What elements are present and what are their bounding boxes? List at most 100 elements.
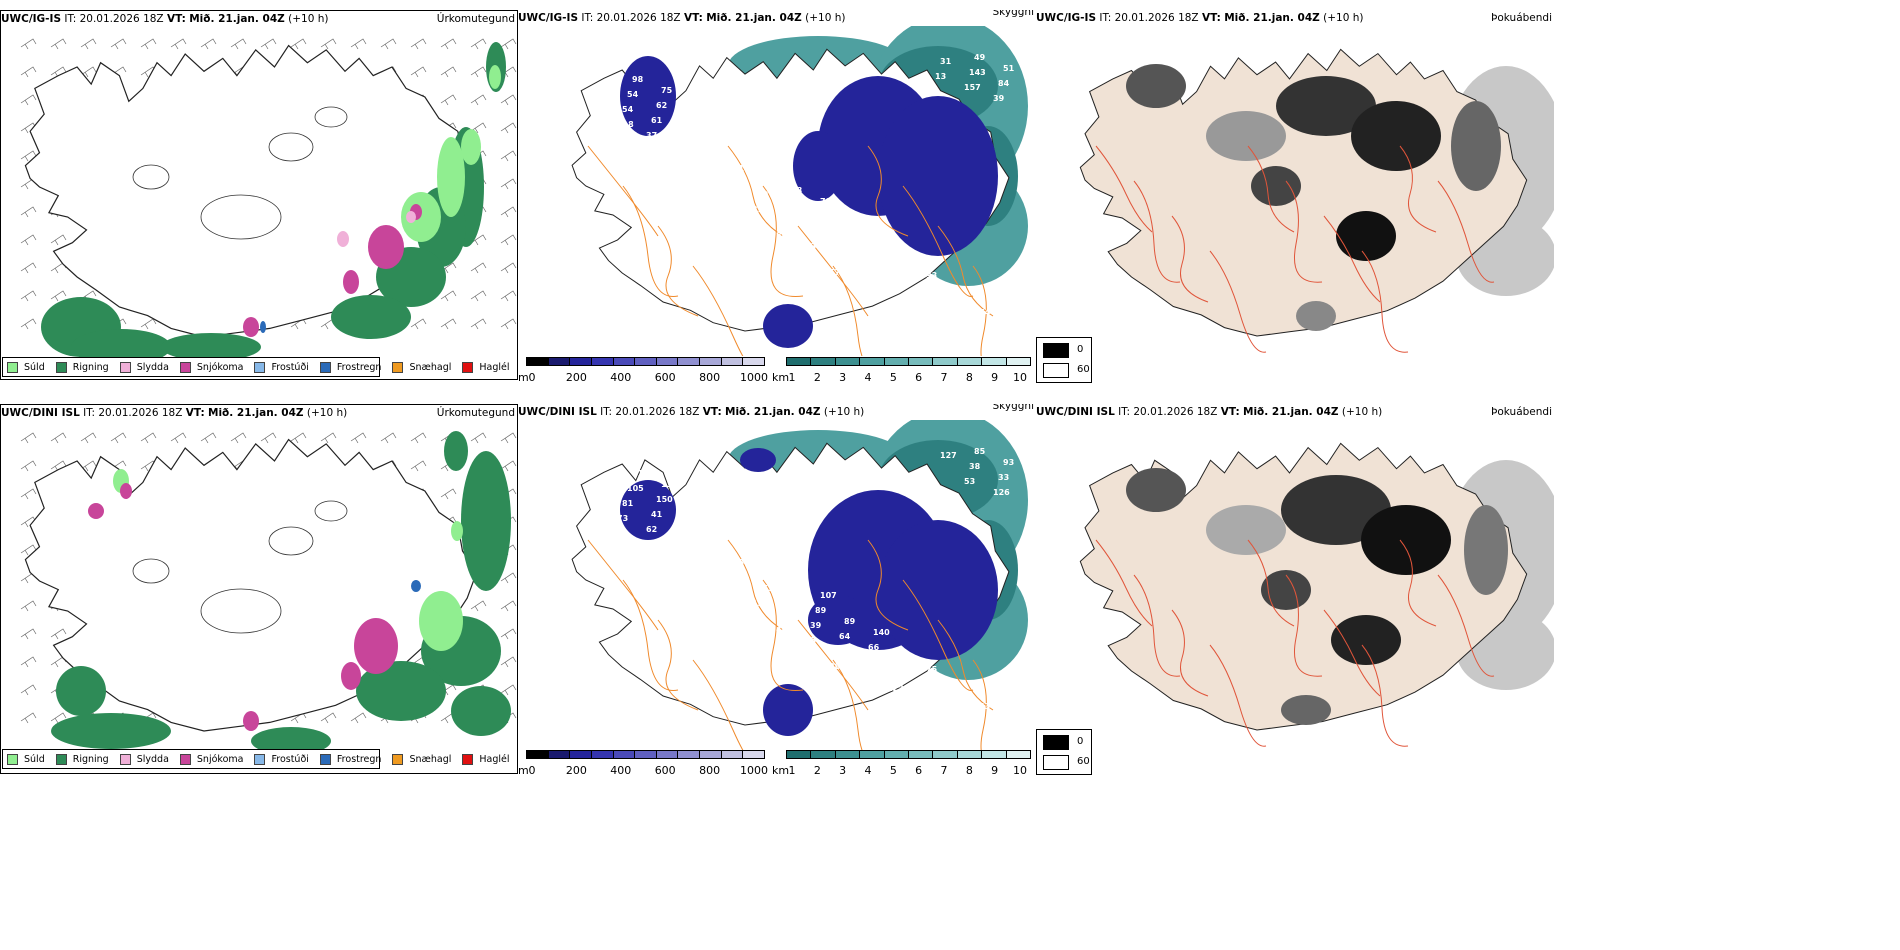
glacier-outline — [200, 194, 282, 240]
wind-barb — [440, 262, 457, 274]
wind-barb — [350, 38, 367, 50]
road-line — [1247, 145, 1295, 233]
drizzle-area — [489, 65, 501, 89]
visibility-value: 95 — [714, 123, 726, 132]
model-name: UWC/DINI ISL — [1, 407, 80, 419]
scale-segment — [569, 357, 592, 366]
panel-type-label: Skyggni — [992, 404, 1035, 412]
scale-tick: 5 — [889, 371, 897, 384]
scale-segment — [834, 750, 861, 759]
fog-index-area — [1206, 505, 1286, 555]
wind-barb — [110, 432, 127, 444]
wind-barb — [500, 38, 517, 50]
scale-segment — [908, 750, 934, 759]
it-value: 20.01.2026 18Z — [615, 406, 700, 418]
wind-barb — [200, 432, 217, 444]
scale-segment — [786, 750, 812, 759]
wind-barb — [50, 290, 67, 302]
visibility-value: 107 — [911, 710, 928, 719]
wind-barb — [500, 262, 517, 274]
rain-area — [161, 333, 261, 361]
road-line — [1437, 180, 1495, 283]
wind-barb — [410, 38, 427, 50]
rain-area — [331, 295, 411, 339]
visibility-value: 38 — [858, 673, 870, 682]
visibility-scale: km 1 2 3 4 5 6 7 8 9 10 — [772, 750, 1034, 784]
legend-label: Frostúði — [271, 361, 309, 373]
vt-value: Mið. 21.jan. 04Z — [208, 407, 304, 419]
scale-segment — [956, 750, 983, 759]
visibility-value: 71 — [723, 588, 735, 597]
wind-barb — [80, 460, 97, 472]
rain-area — [56, 666, 106, 716]
legend-swatch — [254, 361, 266, 373]
road-line — [1209, 644, 1267, 747]
low-cloud-base-area — [793, 131, 843, 201]
legend-label: Rigning — [72, 361, 109, 373]
scale-segment — [956, 357, 983, 366]
scale-tick: 9 — [991, 764, 999, 777]
legend-label: Slydda — [136, 361, 169, 373]
visibility-value: 33 — [998, 473, 1009, 482]
road-line — [937, 619, 994, 711]
wind-barb — [320, 38, 337, 50]
visibility-value: 123 — [887, 684, 904, 693]
visibility-value: 51 — [1003, 64, 1015, 73]
scale-tick: 600 — [654, 764, 676, 777]
scale-tick: 7 — [940, 764, 948, 777]
road-line — [867, 539, 909, 631]
visibility-value: 156 — [714, 517, 731, 526]
wind-barb — [20, 628, 37, 640]
legend-swatch — [55, 361, 67, 373]
wind-barb — [140, 38, 157, 50]
visibility-value: 28 — [829, 662, 841, 671]
legend-label: Slydda — [136, 753, 169, 765]
precip-legend: Súld Rigning Slydda Snjókoma Frostúði Frostre… — [2, 749, 510, 769]
visibility-value: 46 — [776, 625, 788, 634]
visibility-value: 50 — [709, 138, 721, 147]
visibility-value: 32 — [882, 305, 893, 314]
scale-segment — [634, 750, 657, 759]
scale-tick: 4 — [864, 764, 872, 777]
panel-header: UWC/DINI ISL IT: 20.01.2026 18Z VT: Mið.… — [518, 404, 1036, 420]
visibility-value: 94 — [834, 647, 846, 656]
visibility-map: 284 135 156 107 107 140 75 53 91 96 62 59 89 102 88 93 1… — [571, 420, 1028, 750]
visibility-value: 54 — [892, 275, 904, 284]
fog-index-area — [1126, 468, 1186, 512]
panel-type-label: Skyggni — [992, 10, 1035, 18]
scale-label: 0 — [1077, 344, 1084, 355]
scale-tick: 9 — [991, 371, 999, 384]
model-name: UWC/IG-IS — [518, 12, 579, 24]
scale-tick: 3 — [839, 764, 847, 777]
wind-barb — [470, 600, 487, 612]
height-scale: m 0 200 400 600 800 1000 — [518, 750, 770, 784]
legend-swatch — [7, 361, 18, 373]
visibility-value: 79 — [670, 551, 682, 560]
scale-label: 60 — [1077, 756, 1090, 767]
scale-tick: 2 — [813, 764, 821, 777]
visibility-value: 57 — [829, 268, 840, 277]
visibility-map: 82 75 95 107 79 20 93 74 98 66 70 78 107 58 93 51 62 50 69… — [571, 26, 1028, 356]
visibility-value: 62 — [781, 216, 792, 225]
wind-barb — [410, 432, 427, 444]
scale-segment — [834, 357, 861, 366]
visibility-value: 58 — [897, 260, 909, 269]
scale-tick: 10 — [1013, 371, 1027, 384]
wind-barb — [20, 432, 37, 444]
wind-barb — [20, 318, 37, 330]
vt-value: Mið. 21.jan. 04Z — [706, 12, 802, 24]
wind-barb — [20, 262, 37, 274]
road-line — [1209, 250, 1267, 353]
height-scale: m 0 200 400 600 800 1000 — [518, 357, 770, 391]
road-line — [1323, 609, 1381, 697]
legend-item: Snæhagl — [392, 753, 451, 765]
model-name: UWC/DINI ISL — [518, 406, 597, 418]
wind-barb — [440, 488, 457, 500]
scale-tick: 1 — [788, 371, 796, 384]
visibility-value: 66 — [892, 669, 904, 678]
visibility-value: 83 — [863, 264, 874, 273]
visibility-value: 107 — [767, 160, 784, 169]
legend-item: Súld — [7, 361, 45, 373]
it-value: 20.01.2026 18Z — [1133, 406, 1218, 418]
panel-header: UWC/IG-IS IT: 20.01.2026 18Z VT: Mið. 21… — [518, 10, 1036, 26]
